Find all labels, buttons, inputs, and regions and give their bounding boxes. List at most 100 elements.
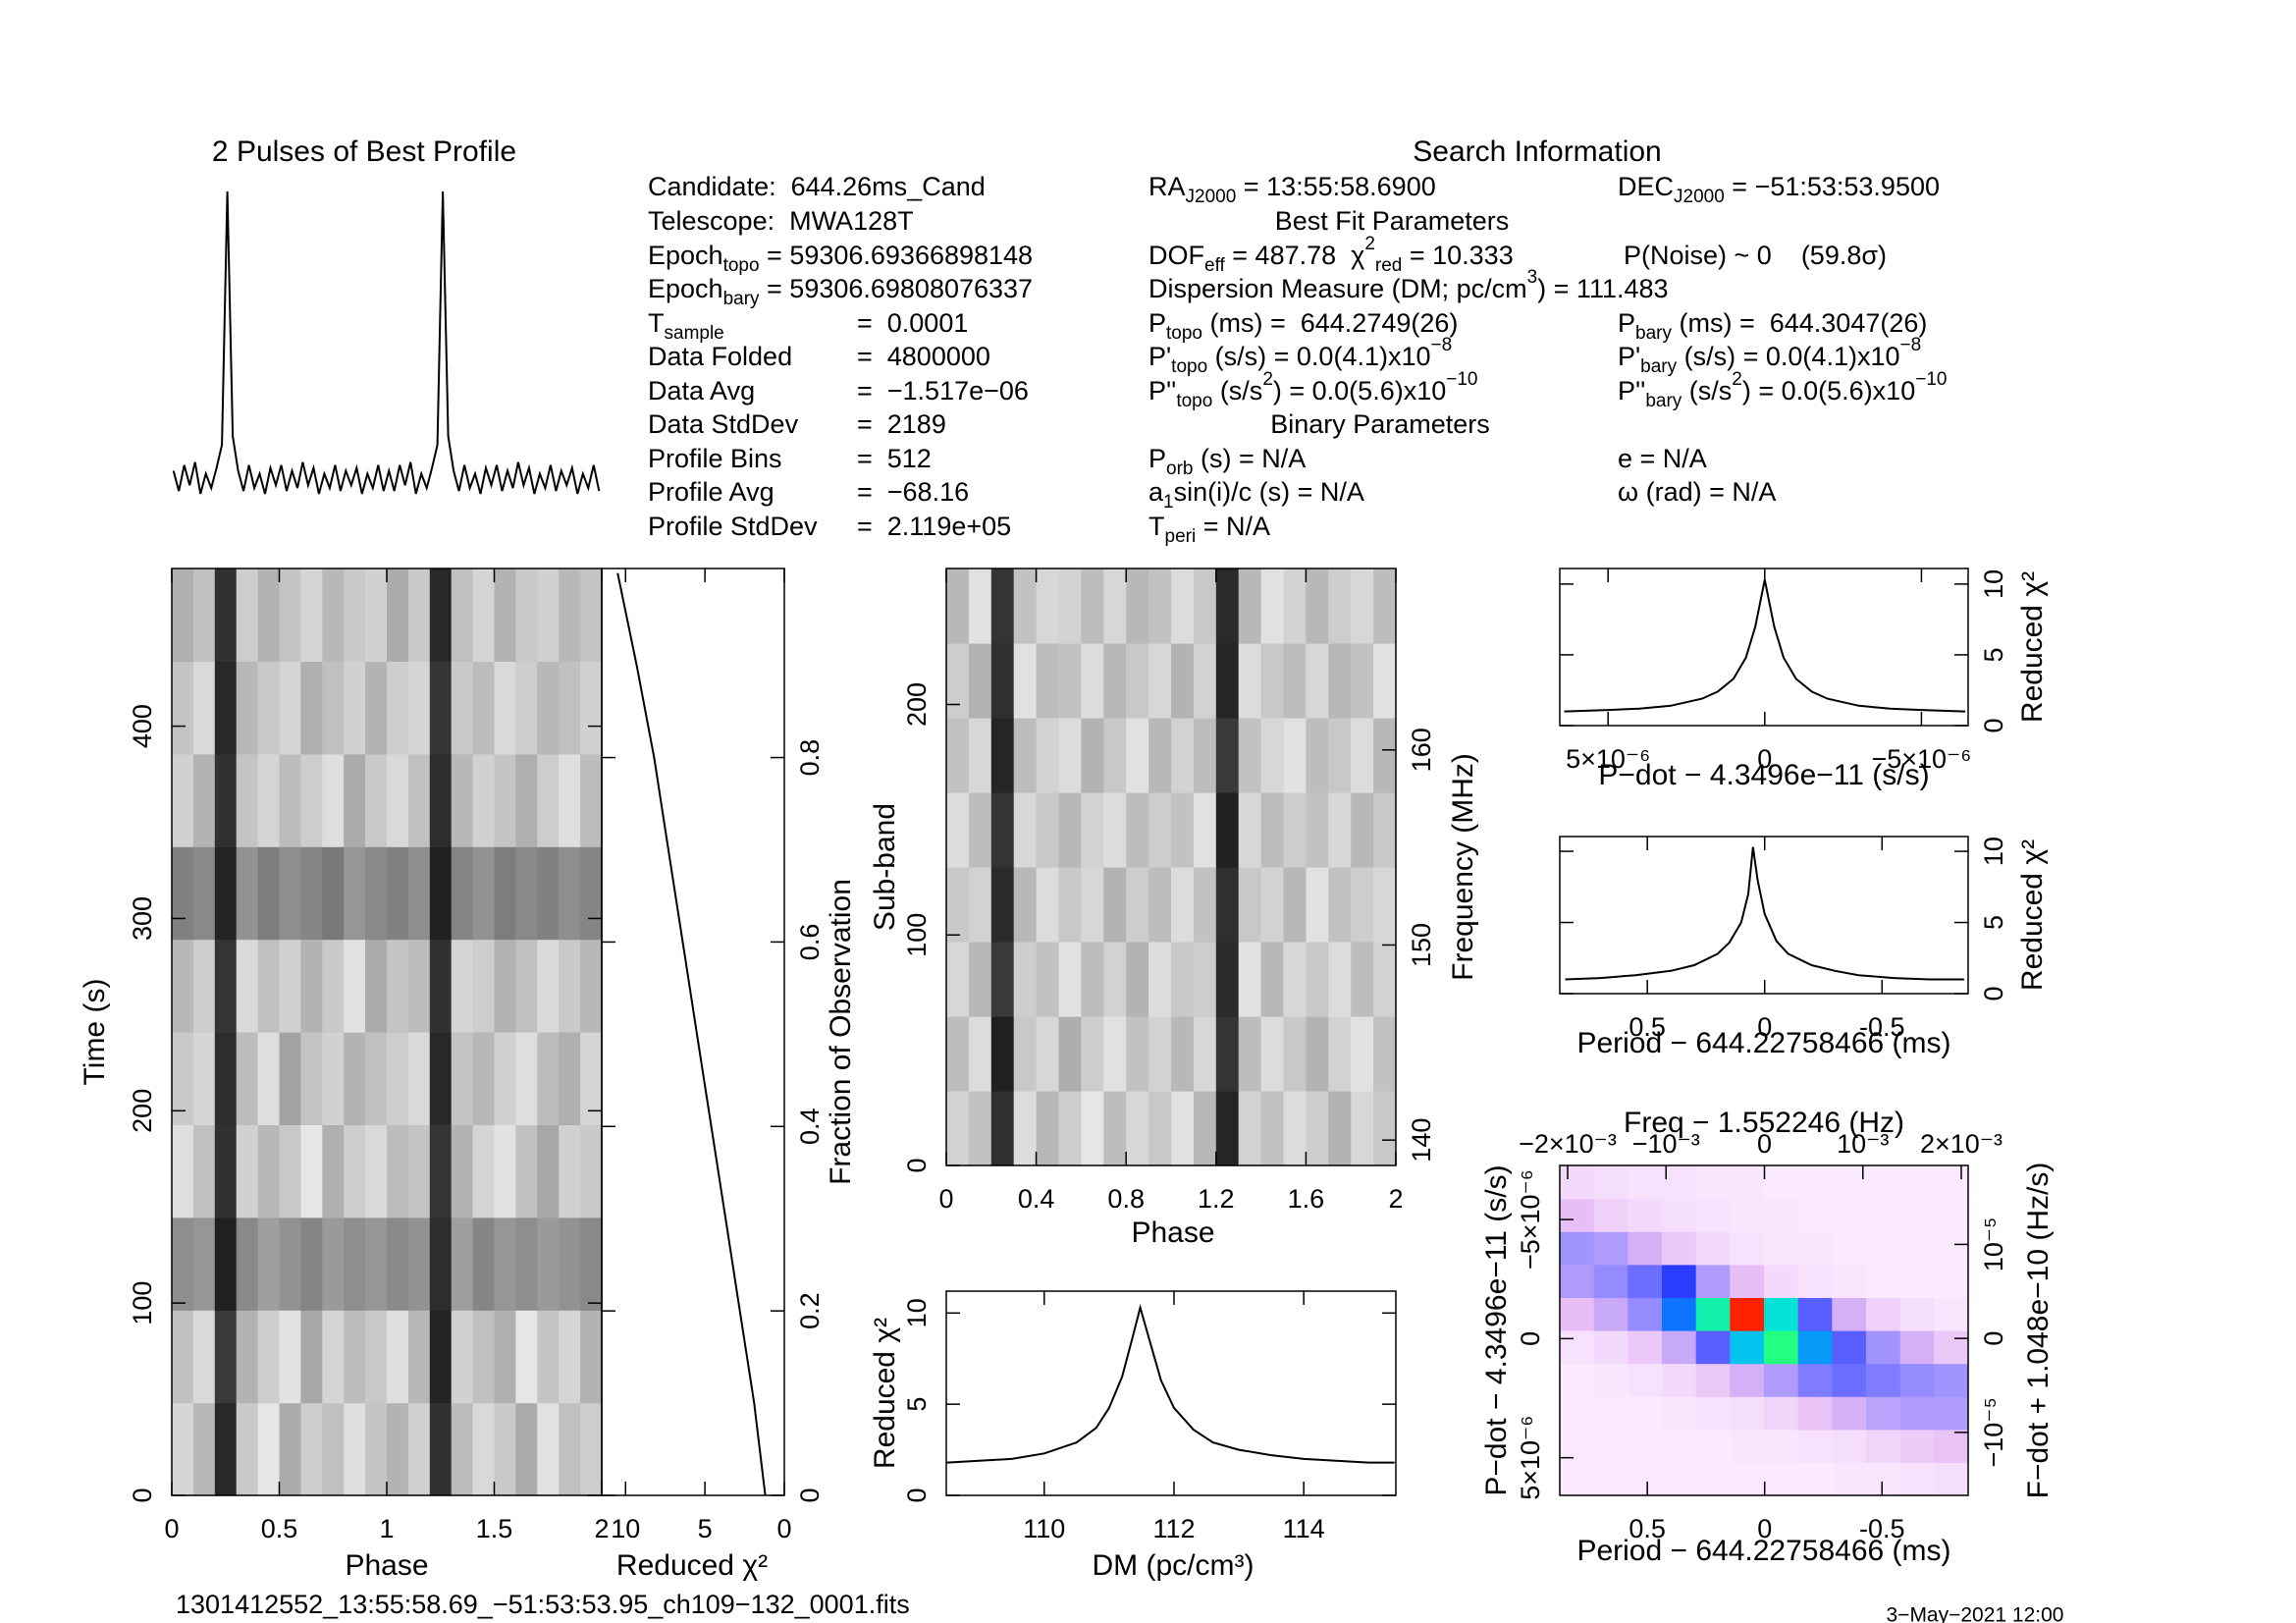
info-text: P' (1618, 342, 1640, 371)
info-text: (ms) = 644.3047(26) (1672, 308, 1927, 338)
heat-cell (1899, 1429, 1935, 1463)
heat-cell (968, 568, 992, 644)
heat-cell (1328, 867, 1352, 943)
info-script: −10 (1446, 369, 1477, 390)
info-line: Candidate: 644.26ms_Cand (648, 172, 986, 201)
heat-cell (322, 846, 345, 941)
heat-cell (472, 1032, 496, 1125)
heat-cell (472, 1310, 496, 1404)
heat-cell (1103, 942, 1127, 1017)
info-text: Candidate: 644.26ms_Cand (648, 172, 986, 201)
heat-cell (1866, 1165, 1901, 1200)
heat-cell (968, 942, 992, 1017)
heat-cell (946, 718, 970, 793)
info-text: = −68.16 (857, 477, 969, 507)
y2-tick-label: 150 (1407, 923, 1436, 967)
heat-cell (451, 939, 474, 1033)
info-line: P''bary (s/s2) = 0.0(5.6)x10−10 (1618, 369, 1947, 411)
heat-cell (257, 939, 281, 1033)
heat-cell (1058, 1016, 1082, 1092)
x-tick-label: 2 (594, 1514, 609, 1543)
info-text: Epoch (648, 241, 723, 270)
heat-cell (1797, 1330, 1833, 1365)
heat-cell (1103, 718, 1127, 793)
heat-cell (1283, 792, 1307, 868)
heat-cell (1628, 1297, 1663, 1331)
heat-cell (1306, 718, 1329, 793)
info-script: bary (1645, 391, 1682, 411)
heat-cell (407, 846, 431, 941)
heat-cell (257, 568, 281, 662)
heat-cell (1103, 643, 1127, 719)
x-tick-label: 114 (1283, 1514, 1325, 1543)
heat-cell (1593, 1462, 1629, 1496)
heat-cell (300, 661, 323, 755)
info-text: P'' (1148, 376, 1176, 406)
x-tick-label: 110 (1023, 1514, 1065, 1543)
heat-cell (365, 1310, 388, 1404)
y-axis-label: Reduced χ² (2016, 571, 2049, 723)
data-line (172, 190, 601, 495)
heat-cell (580, 1402, 603, 1496)
heat-cell (1899, 1198, 1935, 1232)
heat-cell (494, 568, 516, 662)
heat-cell (1238, 792, 1262, 868)
heat-cell (580, 1124, 603, 1218)
y-tick-label: −5×10⁻⁶ (1516, 1169, 1545, 1270)
heat-cell (192, 1310, 216, 1404)
heat-cell (968, 1016, 992, 1092)
heat-cell (1103, 1091, 1127, 1166)
info-text: = 13:55:58.6900 (1236, 172, 1435, 201)
heat-cell (1628, 1264, 1663, 1298)
heat-cell (1797, 1264, 1833, 1298)
x-tick-label: 0.4 (1018, 1184, 1055, 1214)
heat-cell (344, 1402, 366, 1496)
heat-cell (279, 661, 301, 755)
heat-cell (1193, 867, 1217, 943)
info-line: DOFeff = 487.78 χ2red = 10.333 (1148, 234, 1514, 276)
heat-cell (1328, 1016, 1352, 1092)
info-text: = 2.119e+05 (857, 512, 1011, 541)
heat-cell (1373, 718, 1397, 793)
heat-cell (515, 661, 538, 755)
heat-cell (1148, 792, 1172, 868)
heat-cell (537, 1124, 560, 1218)
heat-cell (236, 753, 259, 847)
heat-cell (1013, 718, 1038, 793)
info-text: P (1618, 308, 1635, 338)
info-text: Data Avg (648, 376, 755, 406)
heat-cell (344, 661, 366, 755)
heat-cell (1764, 1297, 1799, 1331)
heat-cell (344, 1032, 366, 1125)
heat-cell (1730, 1231, 1765, 1266)
info-line: Pbary (ms) = 644.3047(26) (1618, 308, 1927, 344)
info-text: T (648, 308, 665, 338)
heat-cell (1373, 1016, 1397, 1092)
y-tick-label: 0 (902, 1158, 932, 1172)
heat-cell (214, 1402, 238, 1496)
info-text: Dispersion Measure (DM; pc/cm (1148, 274, 1527, 303)
info-text: (s/s (1212, 376, 1262, 406)
info-script: bary (723, 289, 760, 309)
heat-cell (559, 568, 581, 662)
heat-cell (1662, 1363, 1697, 1397)
heat-cell (1058, 942, 1082, 1017)
info-line: Data StdDev (648, 409, 799, 439)
heat-cell (1560, 1330, 1595, 1365)
heat-cell (1260, 568, 1285, 644)
heat-cell (429, 661, 453, 755)
heat-cell (257, 661, 281, 755)
x-tick-label: 0.5 (261, 1514, 298, 1543)
heat-cell (559, 1217, 581, 1311)
y-tick-label: 400 (128, 704, 157, 748)
heat-cell (192, 1032, 216, 1125)
heat-cell (494, 1124, 516, 1218)
heat-cell (300, 1032, 323, 1125)
heat-cell (1058, 643, 1082, 719)
heat-cell (990, 942, 1015, 1017)
plot-frame (945, 1290, 1397, 1496)
info-script: orb (1166, 459, 1193, 479)
x-tick-label: -0.5 (1859, 1012, 1905, 1042)
heat-cell (515, 846, 538, 941)
heat-cell (1193, 1016, 1217, 1092)
